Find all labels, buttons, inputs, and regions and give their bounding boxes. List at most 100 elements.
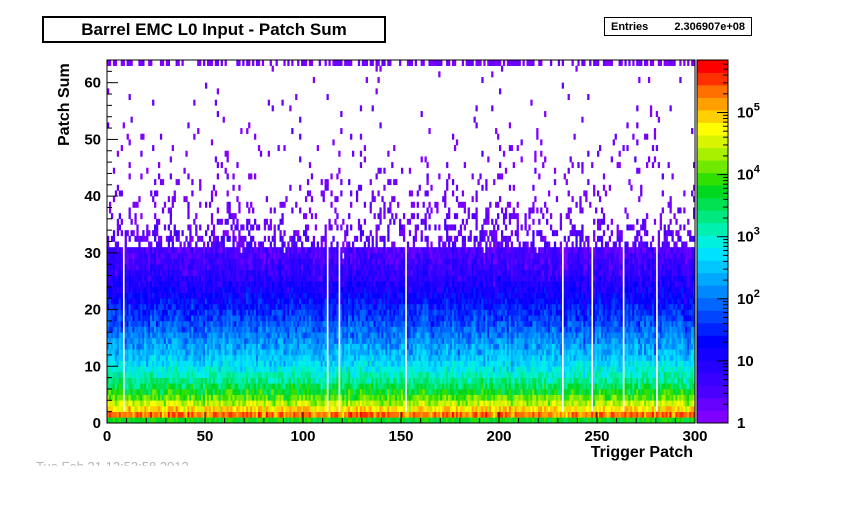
heatmap-cell bbox=[175, 269, 178, 276]
heatmap-cell bbox=[177, 354, 180, 361]
heatmap-cell bbox=[279, 258, 282, 265]
heatmap-cell bbox=[352, 247, 355, 254]
heatmap-cell bbox=[154, 394, 157, 401]
heatmap-cell bbox=[267, 349, 270, 356]
heatmap-cell bbox=[277, 411, 280, 418]
heatmap-cell bbox=[344, 315, 347, 322]
heatmap-cell bbox=[185, 275, 188, 282]
heatmap-cell bbox=[195, 320, 198, 327]
heatmap-cell bbox=[257, 264, 261, 271]
heatmap-cell bbox=[381, 388, 384, 395]
heatmap-cell bbox=[312, 349, 316, 356]
heatmap-cell bbox=[250, 201, 253, 208]
heatmap-cell bbox=[165, 366, 169, 373]
heatmap-cell bbox=[138, 315, 141, 322]
heatmap-cell bbox=[304, 377, 308, 384]
heatmap-cell bbox=[193, 303, 196, 310]
heatmap-cell bbox=[304, 275, 308, 282]
heatmap-cell bbox=[316, 383, 319, 390]
heatmap-cell bbox=[242, 247, 245, 254]
heatmap-cell bbox=[357, 377, 361, 384]
heatmap-cell bbox=[226, 337, 229, 344]
heatmap-cell bbox=[261, 371, 265, 378]
heatmap-cell bbox=[126, 320, 129, 327]
heatmap-cell bbox=[371, 60, 374, 66]
heatmap-cell bbox=[210, 275, 214, 282]
heatmap-cell bbox=[297, 286, 300, 293]
heatmap-cell bbox=[389, 354, 392, 361]
heatmap-cell bbox=[346, 303, 349, 310]
heatmap-cell bbox=[152, 281, 155, 288]
heatmap-cell bbox=[107, 241, 110, 248]
heatmap-cell bbox=[206, 298, 210, 305]
heatmap-cell bbox=[126, 371, 129, 378]
heatmap-cell bbox=[114, 366, 118, 373]
heatmap-cell bbox=[267, 315, 270, 322]
heatmap-cell bbox=[142, 235, 145, 242]
heatmap-cell bbox=[236, 343, 239, 350]
heatmap-cell bbox=[236, 286, 239, 293]
heatmap-cell bbox=[167, 241, 171, 248]
heatmap-cell bbox=[357, 252, 361, 259]
heatmap-cell bbox=[173, 309, 176, 316]
heatmap-cell bbox=[263, 247, 267, 254]
heatmap-cell bbox=[154, 303, 157, 310]
heatmap-cell bbox=[269, 264, 272, 271]
heatmap-cell bbox=[336, 286, 339, 293]
heatmap-cell bbox=[295, 360, 298, 367]
heatmap-cell bbox=[367, 247, 370, 254]
heatmap-cell bbox=[269, 309, 272, 316]
heatmap-cell bbox=[285, 360, 288, 367]
heatmap-cell bbox=[383, 405, 386, 412]
heatmap-cell bbox=[208, 252, 212, 259]
heatmap-cell bbox=[359, 298, 363, 305]
heatmap-cell bbox=[136, 201, 139, 208]
heatmap-cell bbox=[328, 411, 331, 418]
heatmap-cell bbox=[295, 94, 298, 100]
heatmap-cell bbox=[212, 184, 216, 191]
heatmap-cell bbox=[377, 286, 380, 293]
heatmap-cell bbox=[108, 303, 112, 310]
heatmap-cell bbox=[353, 337, 357, 344]
heatmap-cell bbox=[185, 337, 188, 344]
heatmap-cell bbox=[287, 337, 290, 344]
heatmap-cell bbox=[128, 400, 131, 407]
heatmap-cell bbox=[301, 343, 304, 350]
heatmap-cell bbox=[324, 179, 327, 186]
heatmap-cell bbox=[118, 383, 122, 390]
heatmap-cell bbox=[389, 394, 392, 401]
heatmap-cell bbox=[110, 394, 114, 401]
heatmap-cell bbox=[163, 388, 167, 395]
heatmap-cell bbox=[126, 303, 129, 310]
heatmap-cell bbox=[322, 394, 325, 401]
heatmap-cell bbox=[210, 343, 214, 350]
heatmap-cell bbox=[289, 400, 292, 407]
heatmap-cell bbox=[161, 371, 165, 378]
heatmap-cell bbox=[303, 411, 306, 418]
heatmap-cell bbox=[365, 405, 368, 412]
heatmap-cell bbox=[238, 184, 241, 191]
heatmap-cell bbox=[183, 411, 186, 418]
heatmap-cell bbox=[140, 315, 143, 322]
heatmap-cell bbox=[387, 298, 390, 305]
heatmap-cell bbox=[157, 366, 161, 373]
heatmap-cell bbox=[369, 247, 372, 254]
heatmap-cell bbox=[304, 400, 308, 407]
heatmap-cell bbox=[322, 292, 325, 299]
heatmap-cell bbox=[179, 252, 182, 259]
heatmap-cell bbox=[295, 400, 298, 407]
heatmap-cell bbox=[150, 269, 153, 276]
heatmap-cell bbox=[201, 303, 204, 310]
heatmap-cell bbox=[210, 269, 214, 276]
heatmap-cell bbox=[283, 349, 286, 356]
heatmap-cell bbox=[205, 82, 208, 89]
heatmap-cell bbox=[236, 247, 239, 254]
heatmap-cell bbox=[314, 269, 318, 276]
heatmap-cell bbox=[346, 292, 349, 299]
heatmap-cell bbox=[150, 241, 153, 248]
heatmap-cell bbox=[263, 320, 267, 327]
heatmap-cell bbox=[263, 315, 267, 322]
heatmap-cell bbox=[234, 303, 237, 310]
heatmap-cell bbox=[271, 332, 274, 339]
heatmap-cell bbox=[285, 411, 288, 418]
